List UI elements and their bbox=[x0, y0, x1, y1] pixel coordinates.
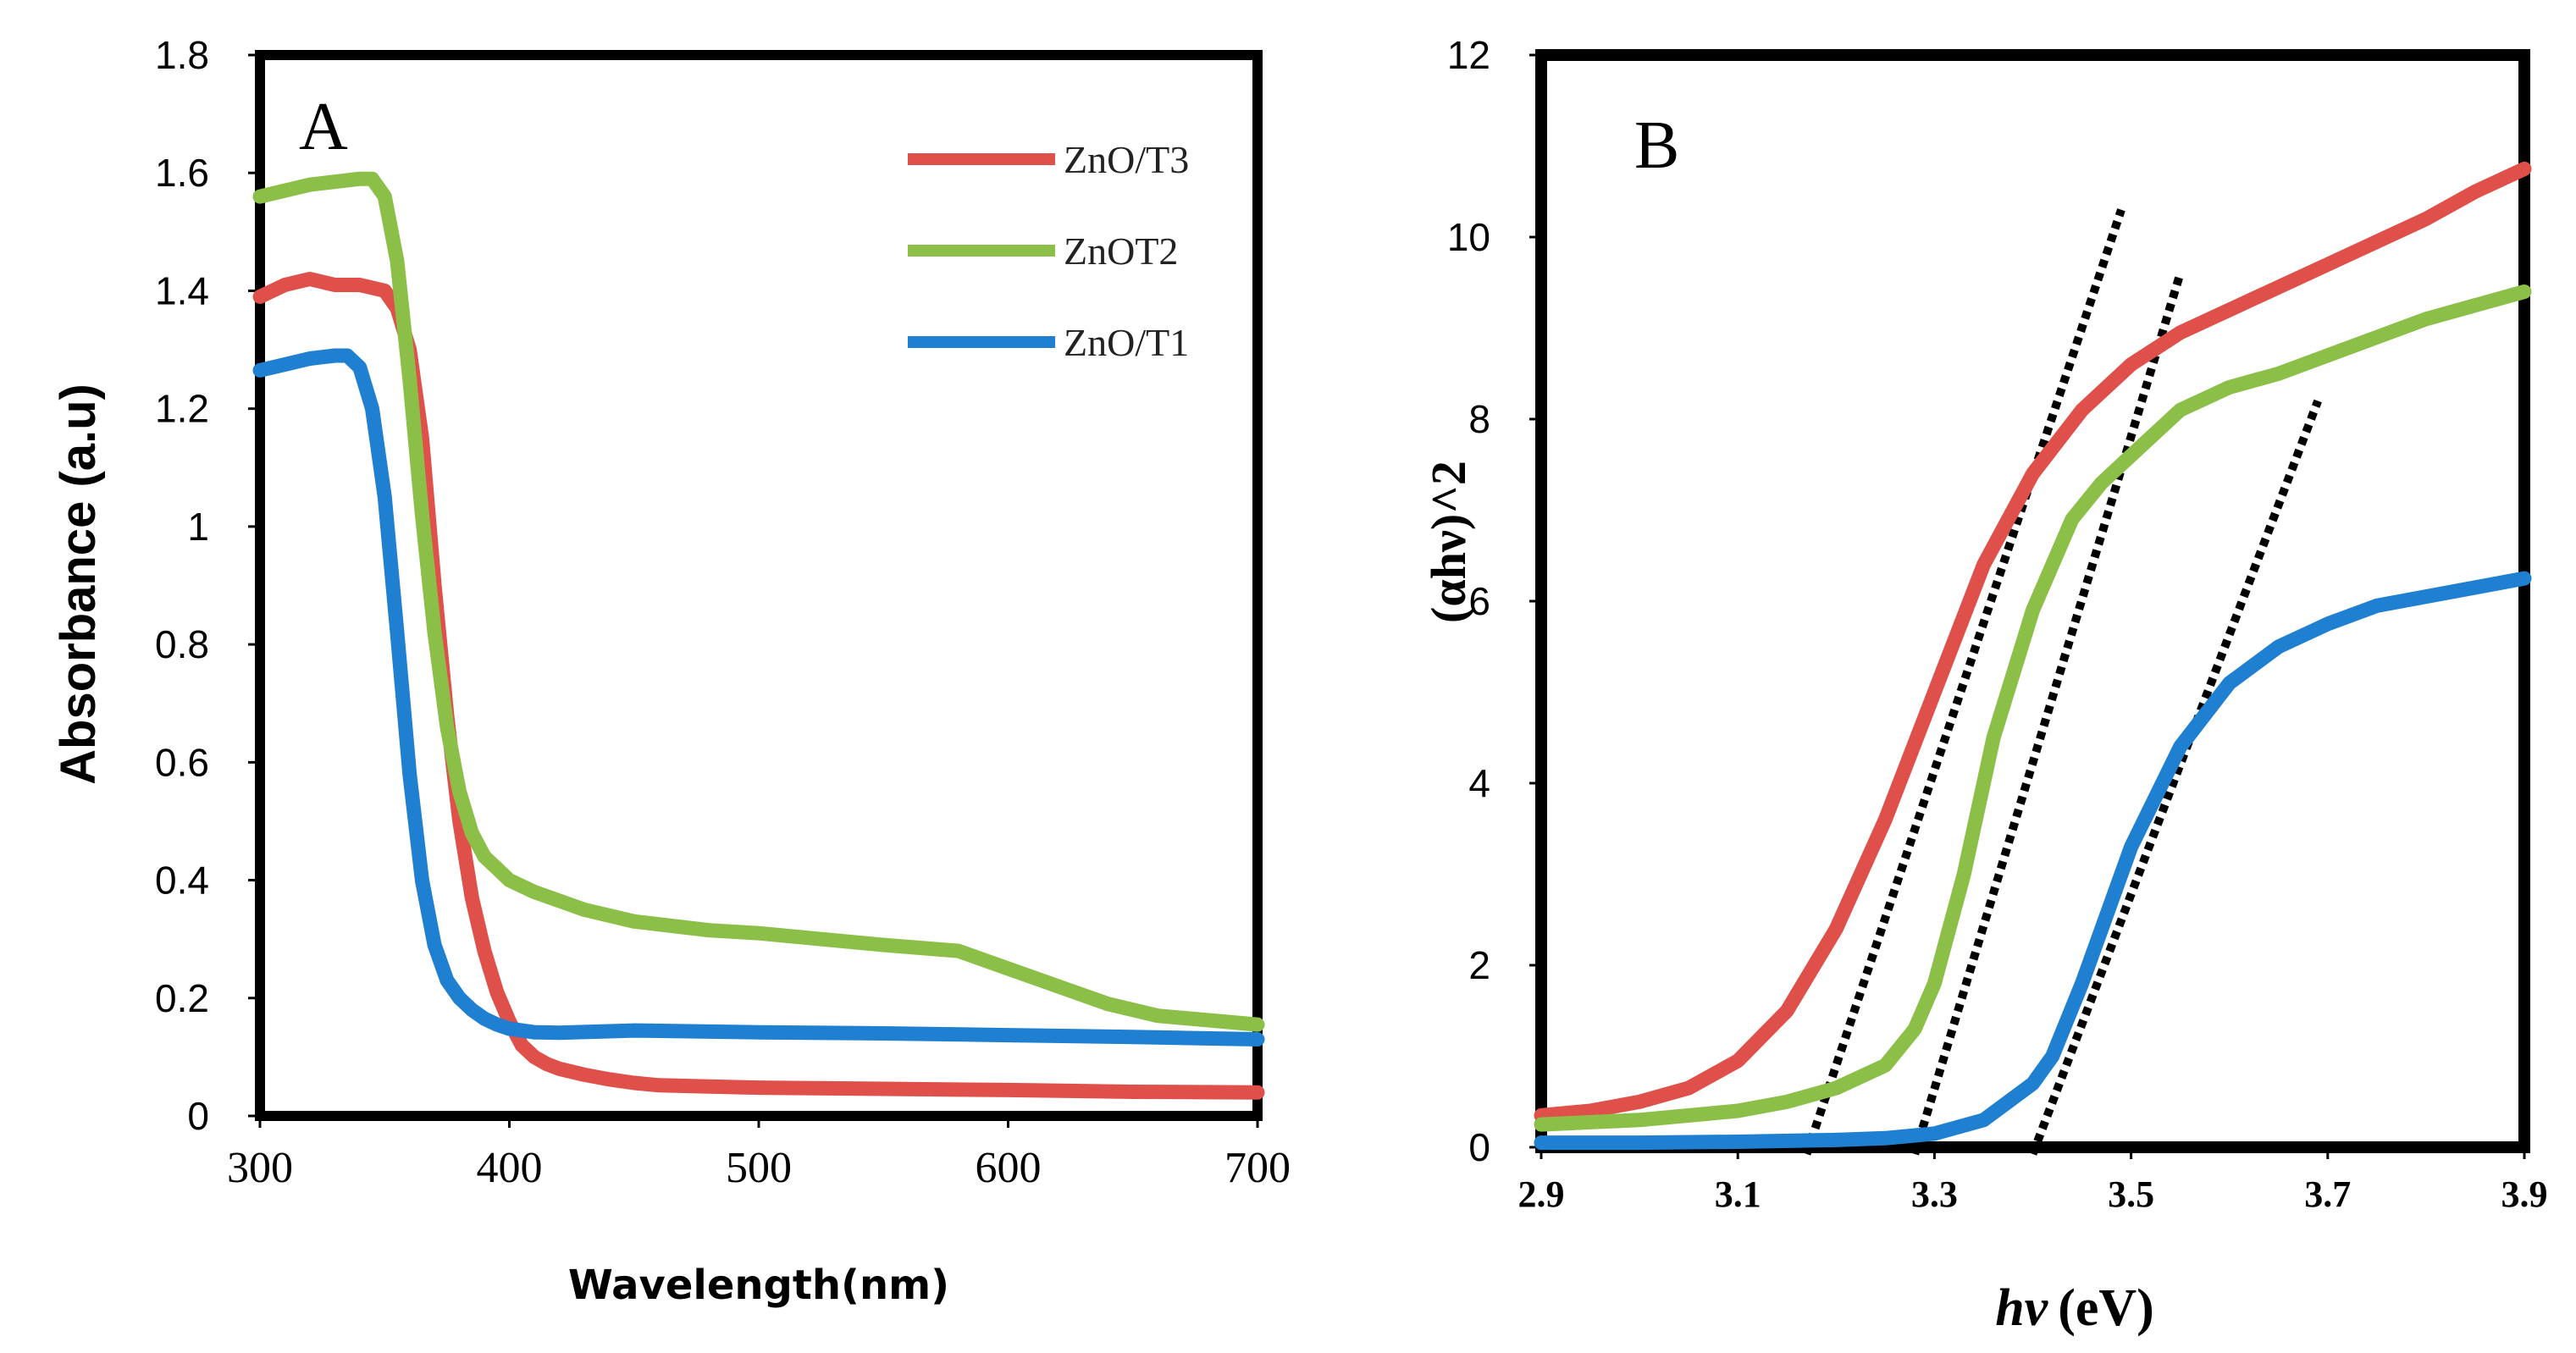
panel-a-x-tick-label: 400 bbox=[477, 1144, 543, 1192]
panel-a-x-tick-label: 700 bbox=[1224, 1144, 1291, 1192]
panel-a-x-ticks: 300 400 500 600 700 bbox=[227, 1116, 1291, 1192]
panel-b-x-tick-label: 3.9 bbox=[2501, 1174, 2548, 1215]
legend-label-zno-t3: ZnO/T3 bbox=[1064, 138, 1189, 181]
panel-a-y-tick-label: 0 bbox=[187, 1094, 209, 1138]
panel-b-y-tick-label: 2 bbox=[1468, 943, 1490, 987]
series-znot2 bbox=[252, 171, 1265, 1032]
panel-b-y-tick-label: 8 bbox=[1468, 397, 1490, 441]
panel-a-y-tick-label: 0.8 bbox=[155, 622, 209, 666]
blue-fit-line bbox=[2028, 399, 2322, 1156]
panel-b-x-tick-label: 2.9 bbox=[1518, 1174, 1565, 1215]
panel-b-chart: 0 2 4 6 8 10 12 2.9 3.1 3.3 3.5 3.7 3.9 B (αhν)^2 h… bbox=[1421, 33, 2548, 1337]
panel-a-y-axis-label: Absorbance (a.u) bbox=[51, 384, 106, 785]
panel-a-y-tick-label: 1 bbox=[187, 505, 209, 549]
panel-a-y-tick-label: 0.2 bbox=[155, 976, 209, 1020]
panel-a-y-ticks: 0 0.2 0.4 0.6 0.8 1 1.2 1.4 1.6 1.8 bbox=[155, 33, 260, 1138]
series-green bbox=[1534, 284, 2532, 1132]
panel-b-x-tick-label: 3.5 bbox=[2108, 1174, 2154, 1215]
series-red bbox=[1534, 161, 2532, 1123]
panel-a-y-tick-label: 0.4 bbox=[155, 859, 209, 903]
panel-a-x-axis-label: Wavelength(nm) bbox=[568, 1262, 949, 1309]
panel-b-y-tick-label: 6 bbox=[1468, 579, 1490, 623]
series-zno-t3 bbox=[252, 272, 1265, 1100]
panel-b-x-axis-label: hν (eV) bbox=[1995, 1279, 2154, 1337]
panel-b-letter: B bbox=[1634, 108, 1679, 183]
panel-b-x-tick-label: 3.1 bbox=[1715, 1174, 1761, 1215]
panel-b-x-tick-label: 3.3 bbox=[1911, 1174, 1958, 1215]
panel-a-letter: A bbox=[299, 90, 348, 164]
panel-a-legend: ZnO/T3 ZnOT2 ZnO/T1 bbox=[908, 138, 1189, 364]
panel-b-y-tick-label: 0 bbox=[1468, 1125, 1490, 1169]
series-blue bbox=[1534, 571, 2532, 1151]
panel-a-frame bbox=[255, 50, 1263, 1121]
panel-b-x-axis-unit: (eV) bbox=[2058, 1279, 2154, 1337]
panel-a-y-tick-label: 1.8 bbox=[155, 33, 209, 77]
panel-b-x-tick-label: 3.7 bbox=[2304, 1174, 2351, 1215]
panel-a-chart: 0 0.2 0.4 0.6 0.8 1 1.2 1.4 1.6 1.8 300 400 500 600 7… bbox=[51, 33, 1291, 1309]
panel-b-y-ticks: 0 2 4 6 8 10 12 bbox=[1447, 33, 1541, 1169]
panel-a-y-tick-label: 0.6 bbox=[155, 740, 209, 784]
panel-b-x-axis-symbol: hν bbox=[1995, 1279, 2048, 1337]
panel-b-y-tick-label: 12 bbox=[1447, 33, 1490, 77]
green-fit-line bbox=[1910, 272, 2185, 1156]
panel-a-y-tick-label: 1.4 bbox=[155, 268, 209, 312]
panel-a-x-tick-label: 300 bbox=[227, 1144, 293, 1192]
panel-b-fit-lines bbox=[1802, 208, 2322, 1156]
panel-a-series bbox=[252, 171, 1265, 1100]
panel-a-y-tick-label: 1.6 bbox=[155, 151, 209, 195]
panel-a-x-tick-label: 600 bbox=[976, 1144, 1042, 1192]
red-fit-line bbox=[1802, 208, 2125, 1156]
panel-b-y-tick-label: 4 bbox=[1468, 761, 1490, 805]
panel-b-x-ticks: 2.9 3.1 3.3 3.5 3.7 3.9 bbox=[1518, 1147, 2548, 1215]
panel-b-series bbox=[1534, 161, 2532, 1151]
series-zno-t1 bbox=[252, 348, 1265, 1047]
panel-a-y-tick-label: 1.2 bbox=[155, 387, 209, 431]
panel-b-y-tick-label: 10 bbox=[1447, 215, 1490, 259]
panel-a-x-tick-label: 500 bbox=[726, 1144, 792, 1192]
panel-b-y-axis-label: (αhν)^2 bbox=[1421, 461, 1476, 623]
legend-label-zno-t1: ZnO/T1 bbox=[1064, 321, 1189, 364]
legend-label-znot2: ZnOT2 bbox=[1064, 229, 1178, 273]
